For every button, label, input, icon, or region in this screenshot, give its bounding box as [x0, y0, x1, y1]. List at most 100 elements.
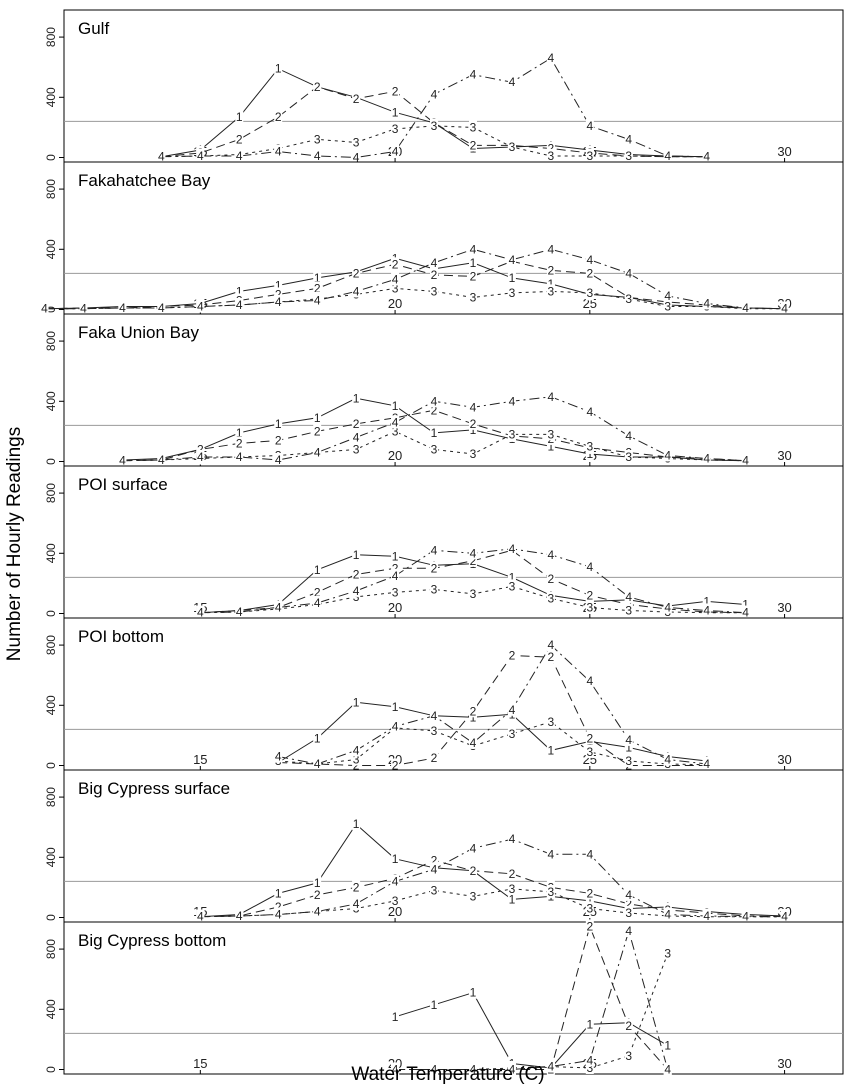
data-point: 3	[353, 752, 360, 766]
point-bg	[313, 293, 322, 307]
data-point: 4	[158, 150, 165, 164]
data-point: 4	[625, 888, 632, 902]
data-point: 4	[703, 296, 710, 310]
point-bg	[624, 449, 633, 463]
data-point: 4	[197, 450, 204, 464]
point-bg	[468, 704, 477, 718]
data-point: 3	[431, 724, 438, 738]
point-bg	[352, 743, 361, 757]
data-point: 2	[353, 92, 360, 106]
point-bg	[430, 284, 439, 298]
point-bg	[546, 427, 555, 441]
series-1: 111111111111	[274, 695, 711, 769]
data-point: 2	[509, 649, 516, 663]
point-bg	[507, 726, 516, 740]
point-bg	[430, 708, 439, 722]
point-bg	[546, 389, 555, 403]
point-bg	[274, 433, 283, 447]
data-point: 3	[392, 894, 399, 908]
data-point: 1	[548, 277, 555, 291]
series-3: 333333333333	[274, 714, 711, 772]
point-bg	[585, 439, 594, 453]
point-bg	[313, 132, 322, 146]
data-point: 4	[703, 603, 710, 617]
data-point: 4	[392, 719, 399, 733]
point-bg	[741, 453, 750, 467]
point-bg	[546, 638, 555, 652]
data-point: 4	[431, 1062, 438, 1076]
data-point: 4	[470, 242, 477, 256]
point-bg	[430, 723, 439, 737]
point-bg	[546, 263, 555, 277]
data-point: 3	[353, 135, 360, 149]
point-bg	[468, 586, 477, 600]
x-tick-label: 20	[388, 448, 402, 463]
point-bg	[468, 269, 477, 283]
data-point: 2	[470, 417, 477, 431]
data-point: 2	[431, 268, 438, 282]
point-bg	[702, 451, 711, 465]
data-point: 3	[586, 600, 593, 614]
point-bg	[702, 594, 711, 608]
panel-title: POI surface	[78, 475, 168, 494]
data-point: 2	[392, 758, 399, 772]
series-3: 333333333333333	[196, 579, 750, 620]
data-point: 2	[470, 554, 477, 568]
data-point: 3	[353, 590, 360, 604]
point-bg	[507, 139, 516, 153]
point-bg	[274, 109, 283, 123]
data-point: 4	[353, 430, 360, 444]
data-point: 1	[470, 423, 477, 437]
point-bg	[235, 109, 244, 123]
point-bg	[157, 452, 166, 466]
point-bg	[663, 148, 672, 162]
data-point: 1	[236, 426, 243, 440]
x-tick-label: 30	[777, 600, 791, 615]
point-bg	[624, 1018, 633, 1032]
data-point: 4	[664, 149, 671, 163]
point-bg	[546, 276, 555, 290]
point-bg	[624, 266, 633, 280]
data-point: 3	[392, 122, 399, 136]
point-bg	[430, 862, 439, 876]
data-point: 2	[314, 585, 321, 599]
y-tick-label: 800	[44, 483, 58, 503]
data-point: 1	[586, 1017, 593, 1031]
panel-4: POI surface04008001520253011111111111111…	[44, 465, 844, 620]
point-bg	[391, 585, 400, 599]
point-bg	[741, 605, 750, 619]
point-bg	[157, 149, 166, 163]
data-point: 4	[586, 847, 593, 861]
point-bg	[780, 909, 789, 923]
point-bg	[391, 568, 400, 582]
point-bg	[702, 149, 711, 163]
data-point: 1	[392, 549, 399, 563]
data-point: 4	[664, 448, 671, 462]
point-bg	[507, 648, 516, 662]
data-point: 3	[548, 284, 555, 298]
point-bg	[352, 284, 361, 298]
data-point: 3	[625, 754, 632, 768]
point-bg	[352, 391, 361, 405]
point-bg	[274, 749, 283, 763]
point-bg	[157, 300, 166, 314]
x-tick-label: 15	[193, 752, 207, 767]
point-bg	[352, 583, 361, 597]
point-bg	[468, 446, 477, 460]
point-bg	[118, 300, 127, 314]
data-point: 4	[470, 400, 477, 414]
point-bg	[585, 744, 594, 758]
point-bg	[352, 442, 361, 456]
data-point: 4	[392, 874, 399, 888]
data-point: 1	[509, 570, 516, 584]
data-point: 1	[586, 447, 593, 461]
data-point: 3	[625, 450, 632, 464]
point-bg	[546, 1059, 555, 1073]
data-point: 4	[664, 907, 671, 921]
point-bg	[585, 893, 594, 907]
y-tick-label: 0	[44, 306, 58, 313]
data-point: 1	[314, 411, 321, 425]
point-bg	[313, 445, 322, 459]
data-point: 4	[509, 75, 516, 89]
data-point: 4	[548, 51, 555, 65]
